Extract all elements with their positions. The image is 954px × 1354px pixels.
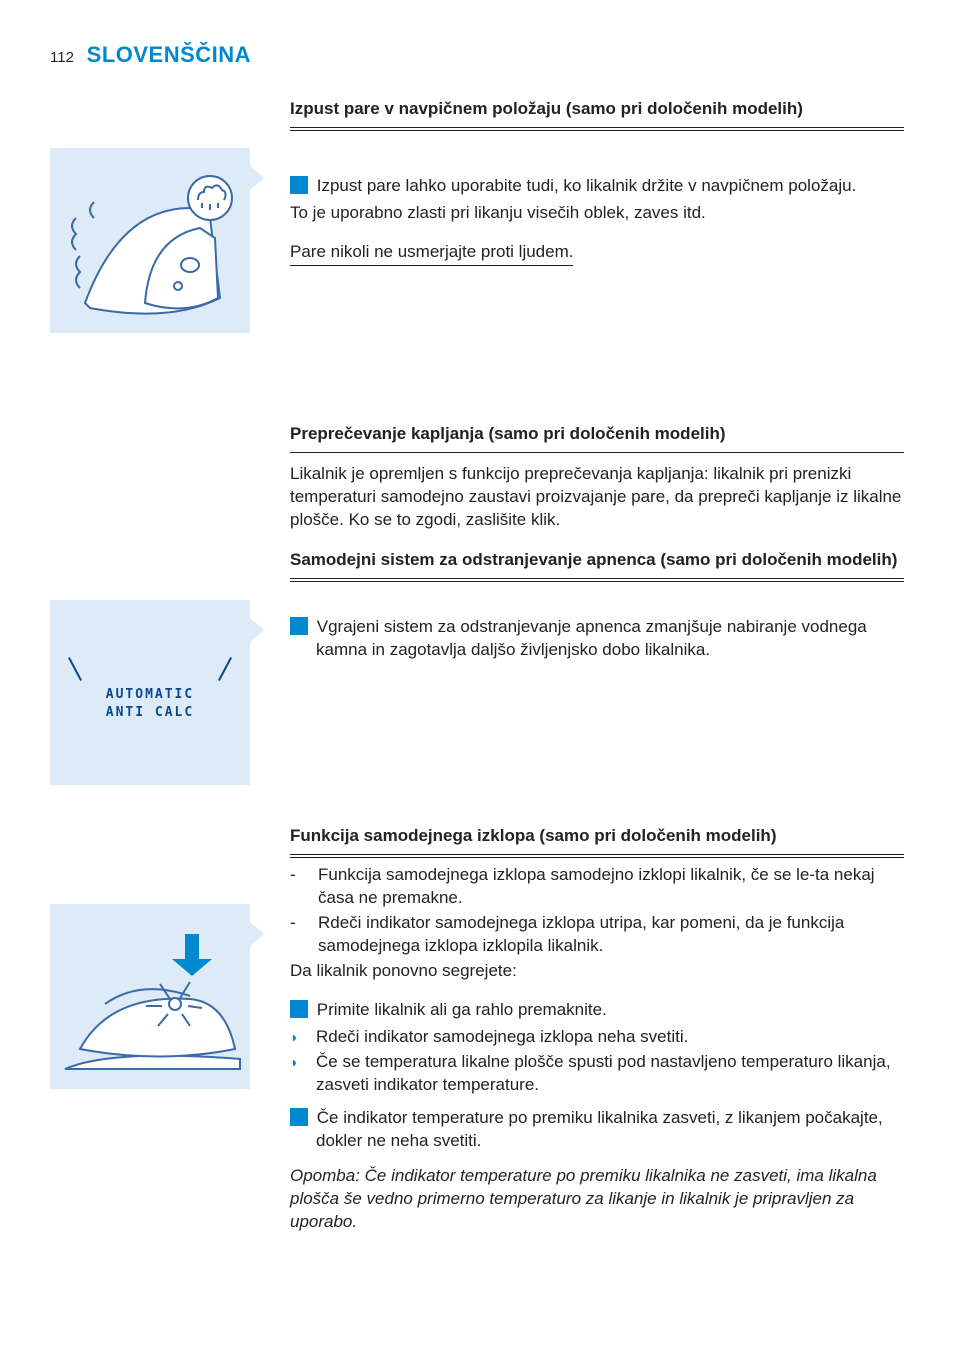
divider-icon <box>290 578 904 582</box>
step-text: Če indikator temperature po premiku lika… <box>316 1108 883 1150</box>
page-header: 112 SLOVENŠČINA <box>50 40 904 70</box>
section-title: Funkcija samodejnega izklopa (samo pri d… <box>290 825 904 848</box>
illu-text-1: AUTOMATIC <box>106 687 194 702</box>
body-text: Da likalnik ponovno segrejete: <box>290 960 904 983</box>
step-badge: 1 <box>290 617 308 635</box>
body-text: To je uporabno zlasti pri likanju viseči… <box>290 202 904 225</box>
section-vertical-steam: Izpust pare v navpičnem položaju (samo p… <box>50 98 904 333</box>
iron-shutoff-icon <box>50 904 250 1089</box>
page-number: 112 <box>50 49 74 66</box>
list-item: Funkcija samodejnega izklopa samodejno i… <box>318 864 904 910</box>
section-anti-calc: AUTOMATIC ANTI CALC 1 Vgrajeni sistem za… <box>50 600 904 785</box>
note-text: Opomba: Če indikator temperature po prem… <box>290 1165 904 1234</box>
step-1: 1 Primite likalnik ali ga rahlo premakni… <box>290 999 904 1022</box>
section-auto-off: Funkcija samodejnega izklopa samodejno i… <box>50 864 904 1233</box>
step-badge: 1 <box>290 176 308 194</box>
list-item: Če se temperatura likalne plošče spusti … <box>316 1051 904 1097</box>
language-title: SLOVENŠČINA <box>87 42 251 67</box>
step-2: 2 Če indikator temperature po premiku li… <box>290 1107 904 1153</box>
section-title: Izpust pare v navpičnem položaju (samo p… <box>290 98 904 121</box>
step-text: Vgrajeni sistem za odstranjevanje apnenc… <box>316 617 867 659</box>
section-title: Preprečevanje kapljanja (samo pri določe… <box>290 423 904 446</box>
illustration-vertical-steam <box>50 148 250 333</box>
section-auto-off-head: Funkcija samodejnega izklopa (samo pri d… <box>50 825 904 858</box>
illustration-anti-calc: AUTOMATIC ANTI CALC <box>50 600 250 785</box>
iron-steam-icon <box>50 148 250 333</box>
list-item: Rdeči indikator samodejnega izklopa utri… <box>318 912 904 958</box>
divider-icon <box>290 854 904 858</box>
illustration-auto-off <box>50 904 250 1089</box>
warning-text: Pare nikoli ne usmerjajte proti ljudem. <box>290 241 573 267</box>
step-text: Izpust pare lahko uporabite tudi, ko lik… <box>317 176 857 195</box>
dash-list: Funkcija samodejnega izklopa samodejno i… <box>290 864 904 958</box>
list-item: Rdeči indikator samodejnega izklopa neha… <box>316 1026 904 1049</box>
section-drip-stop: Preprečevanje kapljanja (samo pri določe… <box>50 423 904 583</box>
step-badge: 2 <box>290 1108 308 1126</box>
body-text: Likalnik je opremljen s funkcijo prepreč… <box>290 463 904 532</box>
section-title: Samodejni sistem za odstranjevanje apnen… <box>290 549 904 572</box>
bullet-list: Rdeči indikator samodejnega izklopa neha… <box>290 1026 904 1097</box>
divider-icon <box>290 452 904 453</box>
step-1: 1 Izpust pare lahko uporabite tudi, ko l… <box>290 175 904 198</box>
divider-icon <box>290 127 904 131</box>
step-badge: 1 <box>290 1000 308 1018</box>
step-1: 1 Vgrajeni sistem za odstranjevanje apne… <box>290 616 904 662</box>
illu-text-2: ANTI CALC <box>106 705 194 720</box>
step-text: Primite likalnik ali ga rahlo premaknite… <box>317 1000 607 1019</box>
